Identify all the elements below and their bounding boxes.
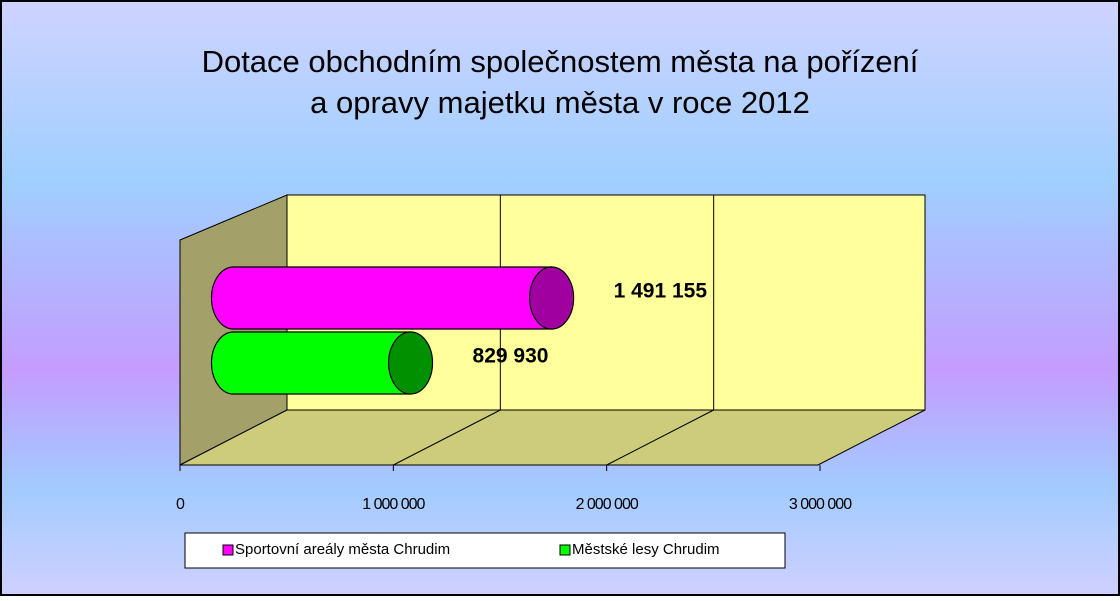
x-tick-label: 1 000 000 (362, 496, 425, 513)
bar-cap (529, 266, 575, 330)
legend-label: Sportovní areály města Chrudim (235, 541, 450, 558)
legend-swatch (222, 544, 234, 556)
chart-title: a opravy majetku města v roce 2012 (310, 85, 810, 120)
floor (179, 409, 926, 466)
grid-line (606, 409, 714, 466)
x-tick-label: 3 000 000 (789, 496, 852, 513)
legend (184, 532, 786, 569)
data-label: 1 491 155 (614, 280, 708, 303)
x-tick-label: 2 000 000 (576, 496, 639, 513)
chart-title: Dotace obchodním společnostem města na p… (202, 44, 919, 79)
legend-label: Městské lesy Chrudim (572, 541, 720, 558)
bar (210, 266, 575, 330)
bar-cap (387, 331, 434, 395)
bar-body (210, 266, 553, 330)
grid-line (393, 409, 501, 466)
data-label: 829 930 (473, 345, 549, 368)
legend-swatch (559, 544, 571, 556)
bar-body (210, 331, 412, 395)
x-tick-label: 0 (176, 496, 185, 513)
bar (210, 331, 434, 395)
